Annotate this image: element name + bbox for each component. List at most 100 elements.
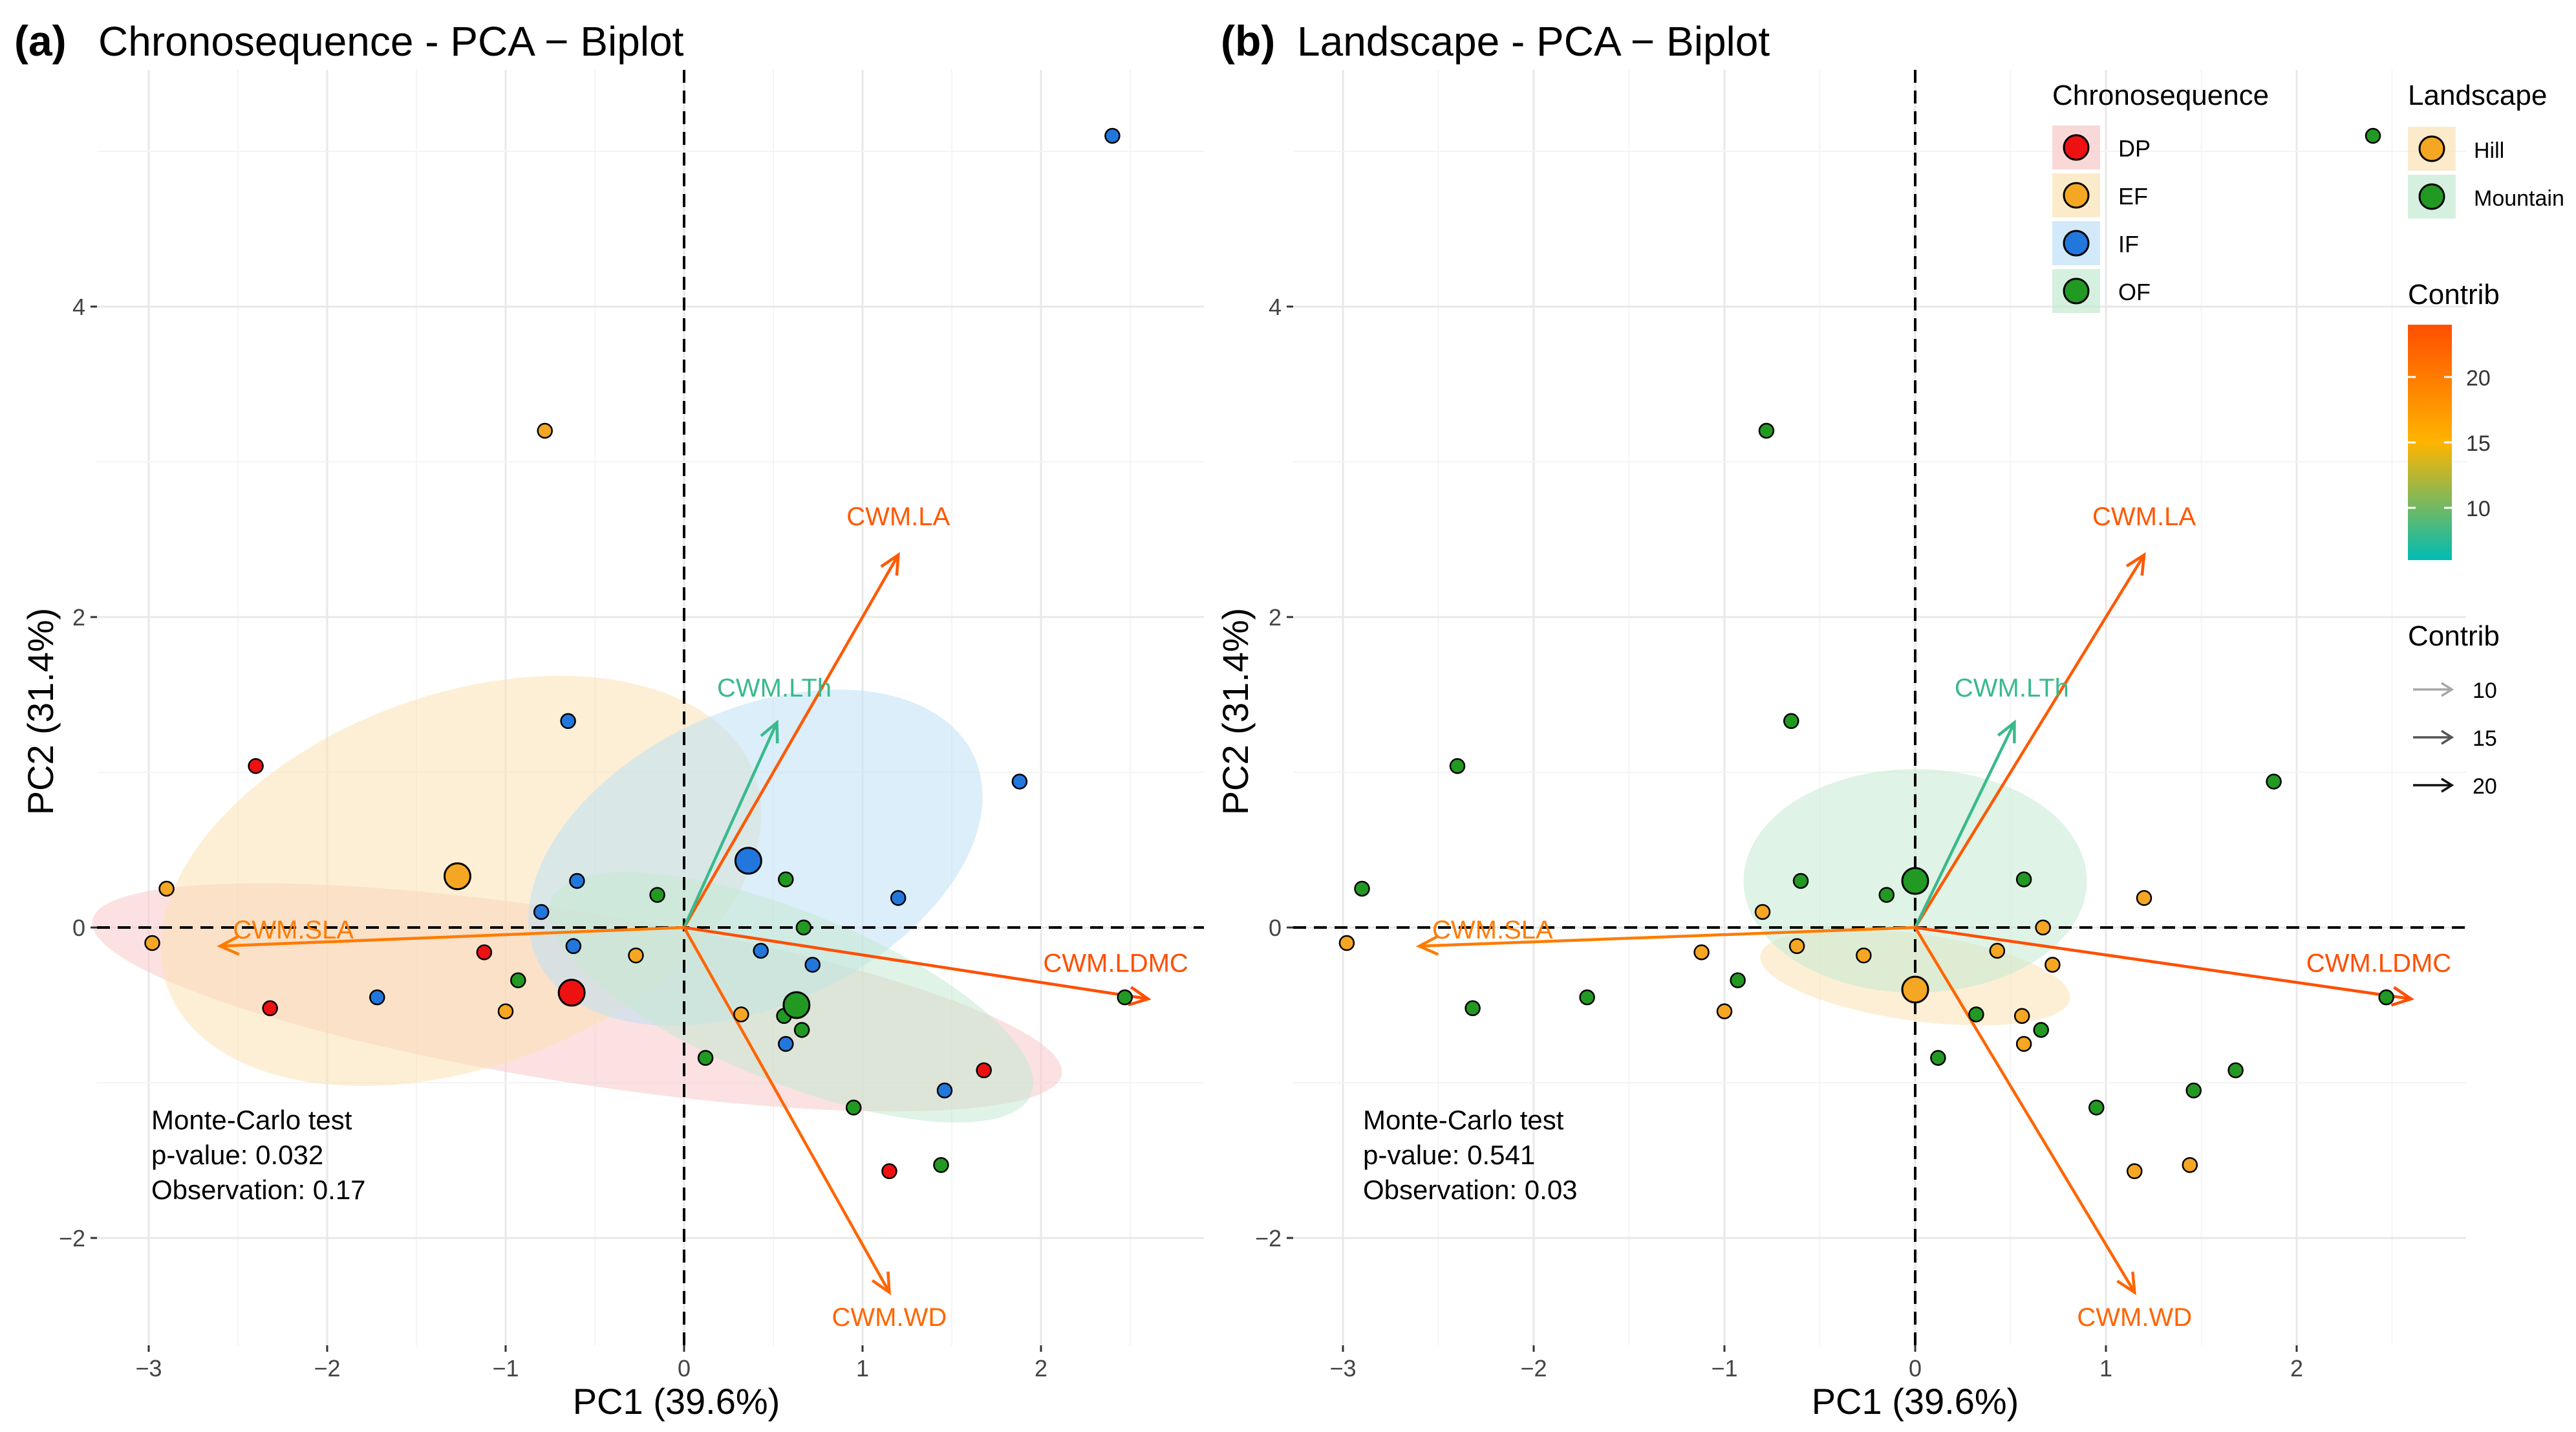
- panel-b-ticks: −3 −2 −1 0 1 2 −2 0 2 4: [1255, 294, 2303, 1382]
- point-hill: [2127, 1163, 2143, 1180]
- point-hill: [2182, 1156, 2198, 1173]
- legend-dot-of: [2063, 277, 2090, 305]
- point-if: [890, 890, 907, 906]
- point-hill: [2013, 1008, 2030, 1025]
- centroid-if: [734, 847, 762, 875]
- colorbar-tick-label: 15: [2466, 431, 2491, 456]
- point-mountain: [2378, 989, 2394, 1006]
- point-mountain: [1579, 989, 1595, 1006]
- point-ef: [733, 1006, 749, 1023]
- legend-arrow-head: [2441, 777, 2454, 793]
- arrow-cwm-ldmc: [1915, 926, 2412, 1001]
- arrow-head: [1997, 719, 2016, 744]
- panel-a-ylabel: PC2 (31.4%): [20, 608, 61, 816]
- legend-dot-if: [2063, 230, 2090, 257]
- x-tick-label: −2: [1520, 1355, 1547, 1382]
- point-if: [936, 1082, 953, 1099]
- legend-dot-hill: [2418, 135, 2445, 162]
- point-if: [369, 989, 385, 1006]
- arrow-cwm-lth: [1913, 722, 2016, 928]
- panel-a-title: Chronosequence - PCA − Biplot: [98, 18, 684, 65]
- panel-a-points: [144, 127, 1133, 1180]
- arrow-label: CWM.LDMC: [1043, 949, 1188, 977]
- point-mountain: [2033, 1022, 2049, 1038]
- arrow-label: CWM.LA: [846, 503, 950, 531]
- point-dp: [976, 1062, 992, 1079]
- arrow-label: CWM.LTh: [717, 674, 832, 702]
- point-mountain: [1878, 887, 1894, 903]
- x-tick-label: 1: [856, 1355, 869, 1382]
- centroid-dp: [557, 979, 586, 1007]
- legend-arrow-head: [2441, 682, 2454, 697]
- arrow-head: [1128, 986, 1152, 1006]
- legend-dot-mountain: [2418, 183, 2445, 210]
- contrib-colorbar-title: Contrib: [2408, 279, 2500, 310]
- point-mountain: [1449, 758, 1466, 774]
- arrow-label: CWM.SLA: [233, 916, 354, 944]
- centroid-ef: [443, 862, 471, 891]
- point-mountain: [1968, 1006, 1984, 1023]
- point-mountain: [1730, 972, 1746, 988]
- arrow-head: [760, 719, 779, 744]
- point-mountain: [1930, 1050, 1946, 1066]
- panel-b-annotation-line-1: Monte-Carlo test: [1363, 1105, 1564, 1135]
- point-mountain: [2227, 1062, 2244, 1079]
- arrow-cwm-lth: [682, 722, 778, 928]
- legend-arrow-head: [2441, 730, 2454, 745]
- point-hill: [1856, 947, 1872, 964]
- arrow-label: CWM.WD: [832, 1303, 947, 1332]
- y-tick-label: −2: [1255, 1225, 1282, 1252]
- point-mountain: [1354, 880, 1370, 897]
- arrow-label: CWM.LA: [2092, 503, 2196, 531]
- y-tick-label: 2: [72, 604, 85, 631]
- point-hill: [1716, 1003, 1733, 1019]
- point-mountain: [2266, 774, 2282, 790]
- point-mountain: [2185, 1082, 2202, 1099]
- contrib-arrow-legend-title: Contrib: [2408, 620, 2500, 652]
- arrow-label: CWM.LDMC: [2306, 949, 2451, 977]
- landscape-legend: Landscape Hill Mountain: [2408, 80, 2564, 219]
- panel-b-grid: [1293, 70, 2466, 1345]
- legend-label-of: OF: [2118, 279, 2151, 305]
- panel-a-annotation: Monte-Carlo test p-value: 0.032 Observat…: [151, 1105, 366, 1205]
- point-hill: [2035, 919, 2051, 936]
- panel-b-title: Landscape - PCA − Biplot: [1297, 18, 1770, 65]
- panel-b-plot-bg: [1293, 70, 2466, 1345]
- arrow-cwm-wd: [683, 926, 891, 1294]
- legend-arrow-label: 10: [2473, 678, 2497, 703]
- panel-a-zero-lines: [97, 70, 1204, 1345]
- chronosequence-legend-title: Chronosequence: [2052, 80, 2269, 111]
- x-tick-label: 0: [678, 1355, 691, 1382]
- panel-b-ylabel: PC2 (31.4%): [1215, 608, 1256, 816]
- arrow-head: [880, 552, 900, 576]
- point-dp: [476, 944, 493, 960]
- point-if: [753, 942, 769, 959]
- point-hill: [1754, 904, 1771, 920]
- point-ef: [628, 947, 644, 964]
- point-mountain: [1758, 422, 1775, 439]
- legend-label-ef: EF: [2118, 183, 2148, 210]
- panel-a-annotation-line-2: p-value: 0.032: [151, 1140, 323, 1170]
- arrow-head: [1415, 935, 1439, 956]
- point-mountain: [2015, 871, 2032, 887]
- point-mountain: [1465, 1000, 1481, 1017]
- point-ef: [144, 935, 160, 951]
- arrow-cwm-wd: [1914, 926, 2136, 1294]
- x-tick-label: 0: [1909, 1355, 1922, 1382]
- arrow-head: [217, 935, 240, 956]
- legend-label-mountain: Mountain: [2474, 186, 2564, 211]
- point-if: [1104, 127, 1121, 144]
- panel-b-arrows: CWM.LA CWM.LTh CWM.SLA CWM.LDMC CWM.WD: [1415, 503, 2451, 1332]
- arrow-head: [2390, 986, 2415, 1007]
- point-of: [649, 887, 665, 903]
- panel-b-annotation: Monte-Carlo test p-value: 0.541 Observat…: [1363, 1105, 1578, 1205]
- point-if: [804, 957, 821, 973]
- point-if: [533, 904, 550, 920]
- x-tick-label: −2: [314, 1355, 340, 1382]
- point-of: [933, 1156, 949, 1173]
- point-hill: [1989, 942, 2006, 959]
- point-hill: [1788, 938, 1805, 955]
- contrib-colorbar-legend: Contrib 10 15 20: [2408, 279, 2500, 560]
- legend-label-if: IF: [2118, 231, 2139, 257]
- x-tick-label: 2: [1035, 1355, 1047, 1382]
